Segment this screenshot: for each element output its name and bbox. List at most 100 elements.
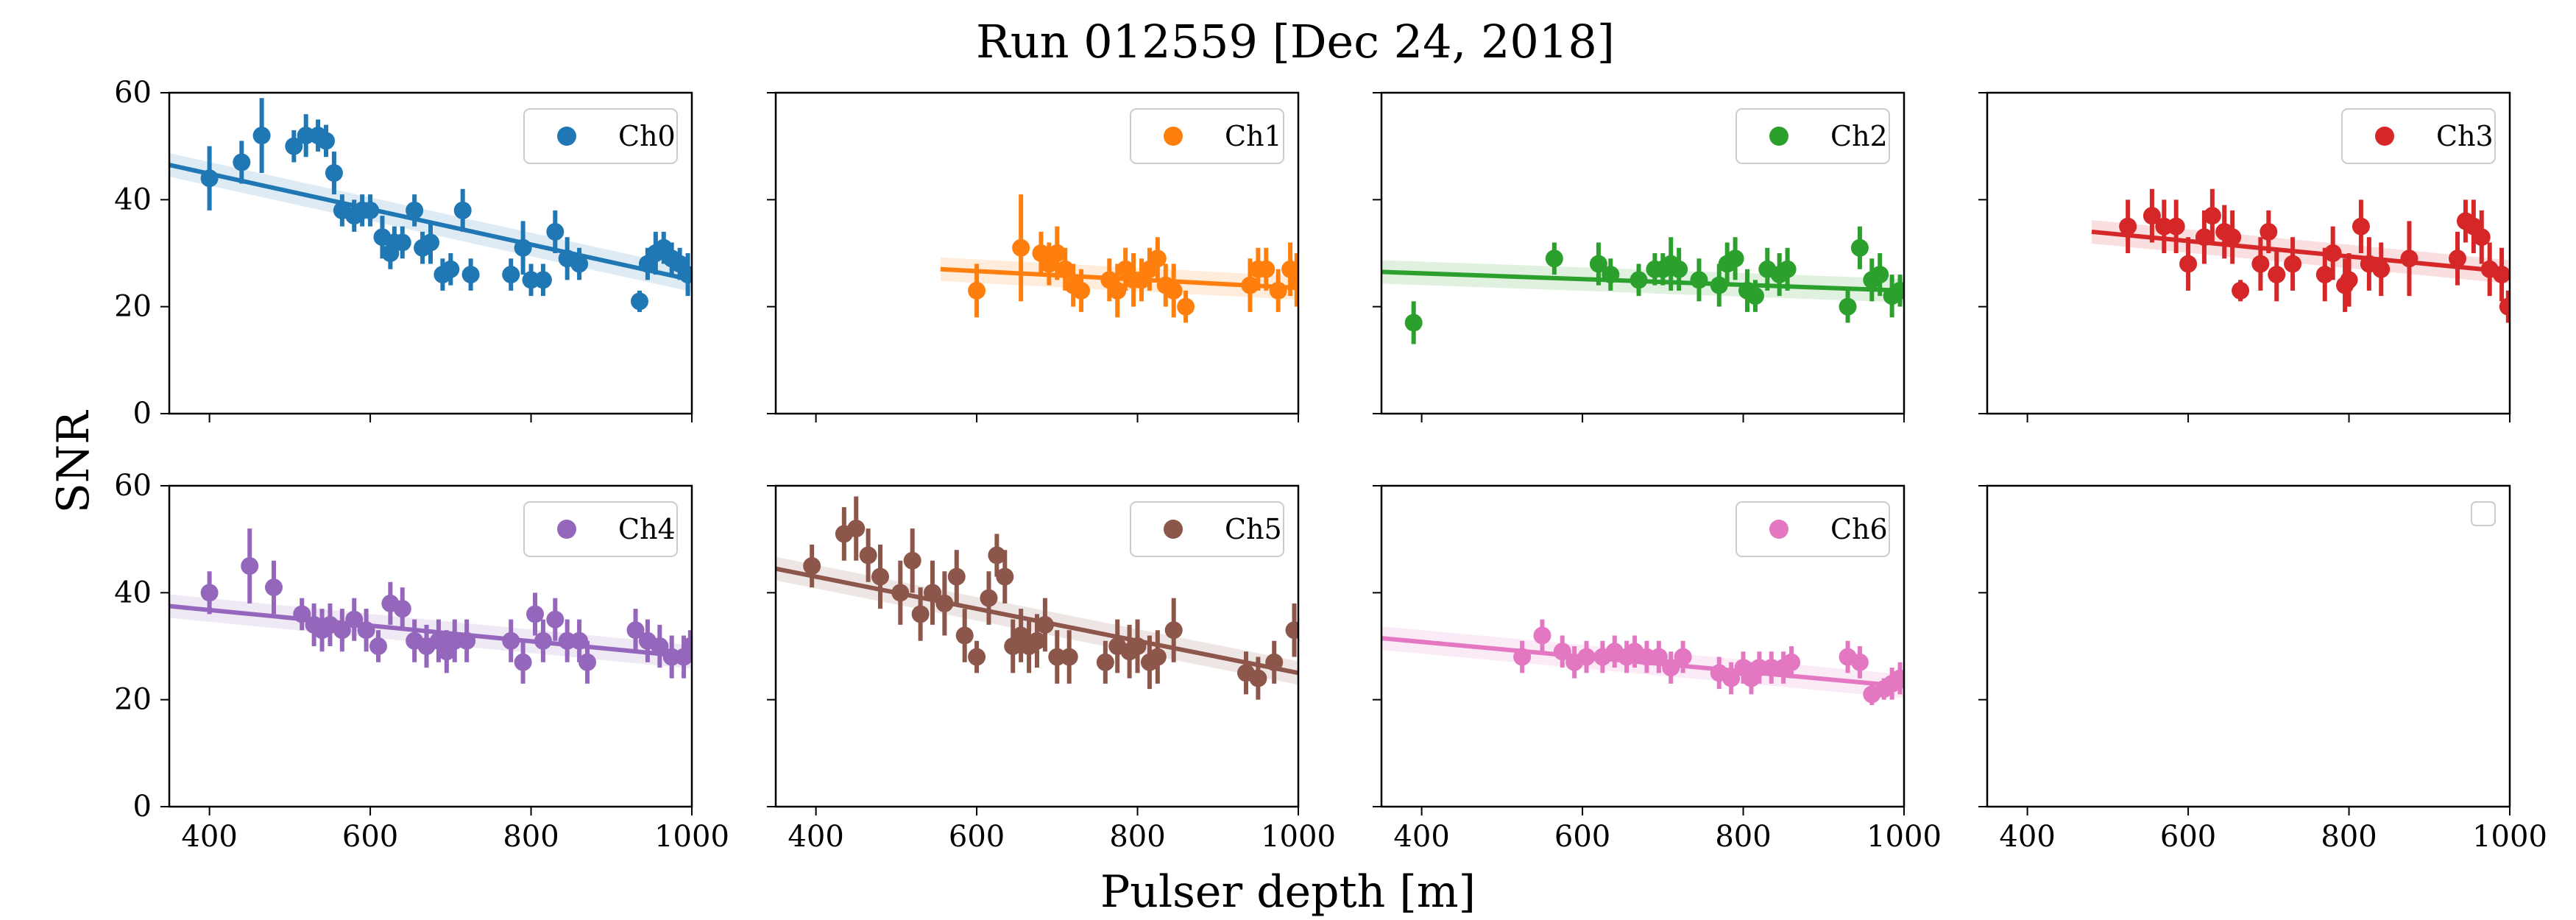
data-point [1513,648,1532,666]
panel-ch5: 400 600 800 1000 Ch5 [767,484,1336,854]
data-point [968,648,986,666]
data-point [1028,631,1046,650]
data-point [2260,222,2278,241]
fit-line [169,604,692,659]
legend-marker [1769,520,1788,539]
chart-title: Run 012559 [Dec 24, 2018] [976,15,1615,68]
panel-ch1: Ch1 [767,91,1300,422]
data-point [947,567,966,586]
x-tick-label: 800 [2321,820,2377,854]
panel-ch0: 0 20 40 60 Ch0 [114,76,693,431]
data-point [2493,266,2510,284]
data-point [2472,228,2491,247]
data-point [1249,669,1267,687]
data-point [1404,314,1423,332]
data-point [570,255,589,273]
data-point [2142,207,2161,225]
data-point [317,132,335,150]
axes-frame [1986,484,2511,808]
legend-label: Ch6 [1830,513,1888,545]
legend-box [523,108,678,164]
x-tick-label: 1000 [654,820,729,854]
legend-box [523,501,678,557]
plot-area [169,98,692,312]
data-point [1177,297,1195,316]
data-point [333,621,351,640]
data-point [980,589,998,607]
data-point [2195,228,2213,247]
panel-ch2: Ch2 [1373,91,1906,422]
data-point [988,546,1006,565]
data-point [1850,653,1869,671]
data-point [2499,297,2510,316]
data-point [935,594,954,612]
axes-frame [774,91,1300,415]
data-point [1891,669,1904,687]
data-point [1257,260,1275,278]
data-point [681,637,692,655]
data-point [679,266,692,284]
plot-area [1381,226,1904,344]
data-point [2352,217,2370,236]
y-tick-label: 40 [114,576,152,609]
data-point [891,584,910,602]
data-point [1108,281,1127,300]
x-tick-label: 1000 [1261,820,1336,854]
y-axis-title: SNR [48,410,99,514]
data-point [2400,250,2418,268]
y-tick-label: 60 [114,469,152,503]
data-point [1285,621,1298,640]
data-point [1722,669,1741,687]
data-point [514,653,532,671]
data-point [1148,250,1167,268]
data-point [847,520,866,538]
axes-frame [1986,91,2511,415]
legend-label: Ch0 [618,120,676,152]
data-point [1164,621,1183,640]
data-point [1783,653,1801,671]
data-point [924,584,941,602]
plot-area [2091,188,2510,323]
panel-ch6: 400 600 800 1000 Ch6 [1373,484,1942,854]
data-point [1128,637,1147,655]
data-point [1630,271,1648,289]
data-point [422,233,439,252]
legend-marker [1164,520,1183,539]
data-point [406,201,424,219]
data-point [393,233,411,252]
data-point [1164,281,1183,300]
data-point [2203,207,2221,225]
data-point [345,610,364,629]
data-point [1746,287,1764,305]
data-point [1269,281,1287,300]
axes-frame [774,484,1300,808]
y-tick-label: 0 [133,790,152,824]
data-point [241,557,259,575]
x-tick-label: 600 [342,820,398,854]
plot-area [169,528,692,684]
data-point [534,271,552,289]
data-point [2268,266,2286,284]
data-point [1545,250,1563,268]
legend-marker [1164,127,1183,146]
y-tick-label: 20 [114,683,152,717]
data-point [2449,250,2466,268]
data-point [233,153,251,171]
data-point [803,557,821,575]
data-point [293,605,311,623]
data-point [2232,281,2250,300]
x-tick-label: 600 [949,820,1005,854]
data-point [265,578,283,597]
data-point [1674,648,1692,666]
data-point [502,266,520,284]
x-tick-label: 1000 [2472,820,2547,854]
data-point [325,164,343,182]
data-point [2251,255,2270,273]
data-point [1072,281,1091,300]
data-point [514,238,532,257]
data-point [1012,238,1030,257]
legend-marker [2375,127,2394,146]
data-point [2223,228,2242,247]
panel-empty: 400 600 800 1000 [1978,484,2547,854]
x-tick-label: 1000 [1866,820,1942,854]
